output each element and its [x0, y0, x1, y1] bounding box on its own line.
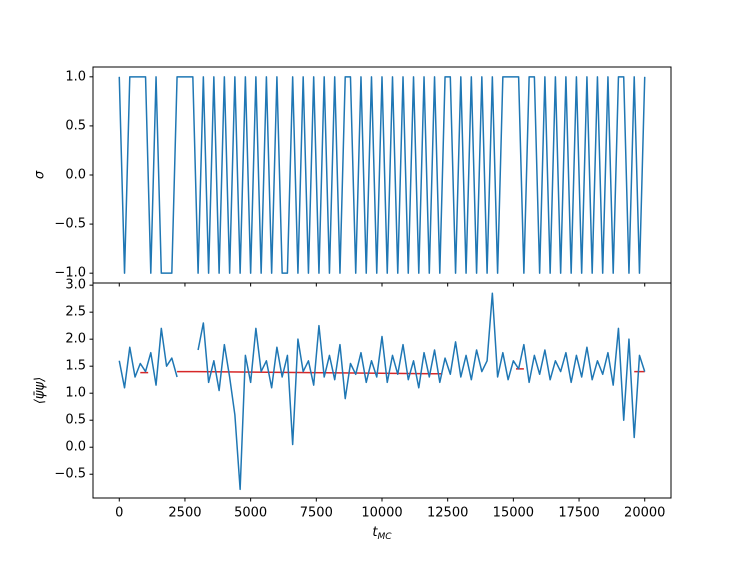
y-tick-label: 2.5 [65, 305, 86, 320]
x-axis-label-sub: MC [378, 532, 393, 542]
x-tick-label: 20000 [624, 506, 665, 521]
x-axis-label-main: t [372, 525, 378, 540]
y-axis-label: σ [33, 170, 48, 179]
x-tick-label: 12500 [427, 506, 468, 521]
data-line [118, 292, 646, 491]
y-tick-label: 0.0 [65, 440, 86, 455]
y-tick-label: −0.5 [54, 217, 86, 232]
x-tick-label: 10000 [361, 506, 402, 521]
y-tick-label: 0.0 [65, 168, 86, 183]
x-axis-label: tMC [372, 525, 392, 542]
y-tick-label: 1.5 [65, 359, 86, 374]
x-tick-label: 0 [115, 506, 123, 521]
axes-frame [92, 282, 672, 499]
y-tick-label: 0.5 [65, 118, 86, 133]
data-line [118, 76, 646, 274]
y-tick-label: −0.5 [54, 467, 86, 482]
x-tick-label: 5000 [234, 506, 267, 521]
y-tick-label: 2.0 [65, 332, 86, 347]
y-tick-label: −1.0 [54, 266, 86, 281]
y-tick-label: 1.0 [65, 69, 86, 84]
x-tick-label: 7500 [300, 506, 333, 521]
y-axis-label: ⟨ψ̄ψ⟩ [33, 377, 48, 404]
x-tick-label: 2500 [168, 506, 201, 521]
y-tick-label: 3.0 [65, 278, 86, 293]
x-tick-label: 15000 [493, 506, 534, 521]
y-tick-label: 0.5 [65, 413, 86, 428]
x-tick-label: 17500 [558, 506, 599, 521]
y-tick-label: 1.0 [65, 386, 86, 401]
